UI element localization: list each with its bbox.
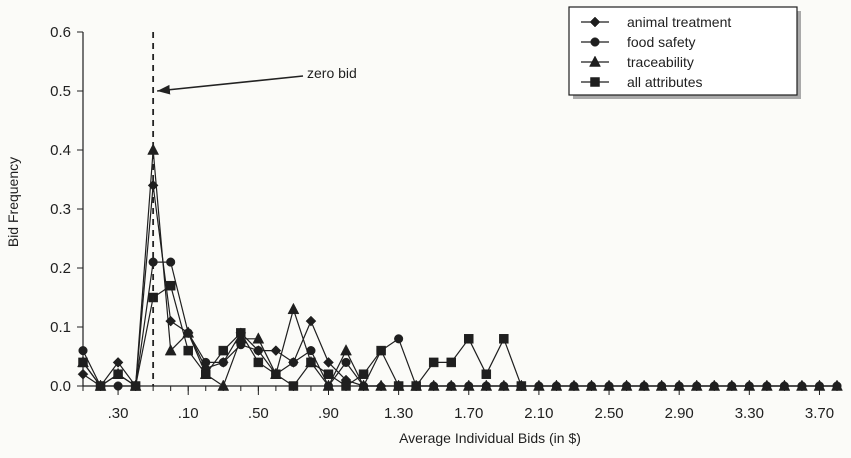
y-tick-label: 0.3 [50, 201, 71, 218]
all-attributes-point [254, 358, 263, 367]
x-tick-label: 2.90 [665, 405, 694, 422]
x-tick-label: 2.50 [594, 405, 623, 422]
all-attributes-point [429, 358, 438, 367]
traceability-point [253, 333, 264, 344]
food-safety-point [114, 382, 123, 391]
food-safety-point [79, 346, 88, 355]
animal-treatment-line [83, 185, 381, 386]
animal-treatment-point [306, 316, 316, 326]
all-attributes-point [114, 370, 123, 379]
x-tick-label: 1.30 [384, 405, 413, 422]
y-tick-label: 0.5 [50, 83, 71, 100]
zero-bid-label: zero bid [307, 65, 357, 81]
food-safety-point [254, 346, 263, 355]
animal-treatment-point [78, 369, 88, 379]
x-tick-label: 3.70 [805, 405, 834, 422]
all-attributes-point [482, 370, 491, 379]
all-attributes-point [517, 382, 526, 391]
food-safety-line [83, 262, 837, 386]
x-tick-label: .30 [108, 405, 129, 422]
all-attributes-point [447, 358, 456, 367]
series-group [78, 144, 843, 391]
food-safety-legend-label: food safety [627, 34, 696, 50]
animal-treatment-point [113, 357, 123, 367]
x-tick-label: .50 [248, 405, 269, 422]
all-attributes-point [289, 382, 298, 391]
x-tick-label: 1.70 [454, 405, 483, 422]
all-attributes-point [377, 346, 386, 355]
all-attributes-point [131, 382, 140, 391]
all-attributes-point [591, 78, 600, 87]
all-attributes-point [236, 328, 245, 337]
all-attributes-point [166, 281, 175, 290]
all-attributes-point [184, 346, 193, 355]
food-safety-point [201, 358, 210, 367]
all-attributes-point [219, 346, 228, 355]
all-attributes-point [464, 334, 473, 343]
legend: animal treatment food safety traceability a… [569, 7, 801, 99]
food-safety-point [591, 38, 600, 47]
y-tick-label: 0.4 [50, 142, 71, 159]
food-safety-point [166, 258, 175, 267]
all-attributes-point [79, 358, 88, 367]
all-attributes-point [499, 334, 508, 343]
y-tick-label: 0.2 [50, 260, 71, 277]
all-attributes-point [96, 382, 105, 391]
all-attributes-point [394, 382, 403, 391]
food-safety-point [289, 358, 298, 367]
food-safety-point [219, 358, 228, 367]
all-attributes-point [324, 370, 333, 379]
y-tick-label: 0.1 [50, 319, 71, 336]
food-safety-point [394, 335, 403, 344]
x-tick-label: .10 [178, 405, 199, 422]
all-attributes-point [306, 358, 315, 367]
y-axis-label: Bid Frequency [5, 157, 21, 247]
food-safety-series [79, 258, 842, 391]
traceability-point [218, 380, 229, 391]
animal-treatment-point [271, 346, 281, 356]
all-attributes-point [412, 382, 421, 391]
x-axis-label: Average Individual Bids (in $) [399, 430, 581, 446]
x-tick-label: .90 [318, 405, 339, 422]
traceability-legend-label: traceability [627, 54, 694, 70]
food-safety-point [342, 358, 351, 367]
x-tick-label: 3.30 [735, 405, 764, 422]
x-axis: .30 .10 .50 .90 1.30 1.70 2.10 2.50 2.90 3.30 3.70 [83, 386, 837, 422]
x-tick-label: 2.10 [524, 405, 553, 422]
animal-treatment-legend-label: animal treatment [627, 14, 731, 30]
all-attributes-point [359, 370, 368, 379]
all-attributes-point [271, 370, 280, 379]
animal-treatment-point [166, 316, 176, 326]
y-tick-label: 0.6 [50, 24, 71, 41]
traceability-point [288, 303, 299, 314]
all-attributes-legend-label: all attributes [627, 74, 702, 90]
y-axis: 0.0 0.1 0.2 0.3 0.4 0.5 0.6 [50, 24, 83, 395]
y-tick-label: 0.0 [50, 378, 71, 395]
all-attributes-point [201, 370, 210, 379]
zero-bid-arrow [157, 76, 303, 91]
traceability-point [341, 345, 352, 356]
animal-treatment-series [78, 180, 386, 391]
all-attributes-point [342, 382, 351, 391]
